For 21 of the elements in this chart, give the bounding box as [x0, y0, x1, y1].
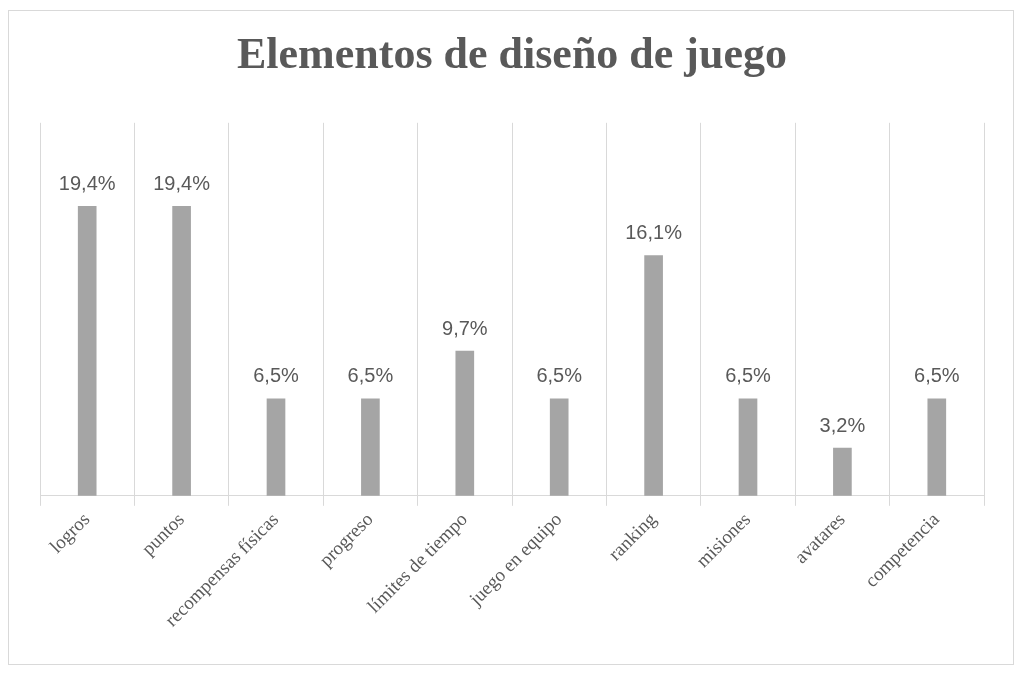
- chart-title: Elementos de diseño de juego: [237, 28, 787, 78]
- data-label: 9,7%: [442, 316, 488, 339]
- data-label: 19,4%: [58, 171, 116, 194]
- bar: [549, 398, 569, 496]
- data-label: 6,5%: [253, 364, 300, 387]
- data-label: 3,2%: [819, 413, 866, 436]
- bar: [77, 206, 97, 496]
- bar: [927, 398, 947, 496]
- data-label: 6,5%: [725, 364, 772, 387]
- bar: [172, 206, 191, 496]
- bar: [266, 398, 286, 496]
- bar: [644, 255, 663, 496]
- data-label: 16,1%: [625, 221, 683, 244]
- bar: [738, 398, 758, 496]
- data-label: 6,5%: [914, 364, 960, 387]
- bar: [833, 447, 852, 496]
- data-label: 6,5%: [536, 364, 583, 387]
- data-label: 6,5%: [347, 364, 394, 387]
- bar: [455, 350, 475, 496]
- bar: [361, 398, 380, 496]
- data-label: 19,4%: [153, 171, 211, 194]
